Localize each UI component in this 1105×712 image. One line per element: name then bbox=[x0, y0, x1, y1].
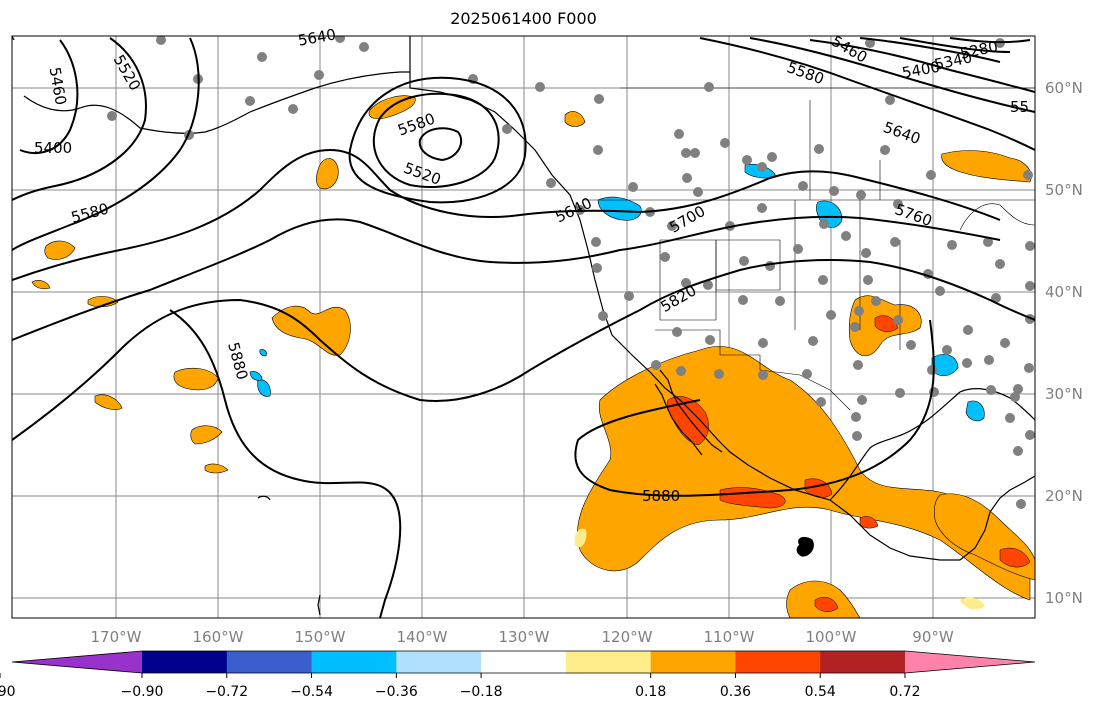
colorbar-segment bbox=[481, 651, 567, 673]
colorbar-segment bbox=[565, 651, 652, 673]
colorbar-extend-high bbox=[905, 651, 1035, 673]
colorbar-tick-label: −0.18 bbox=[460, 684, 503, 700]
colorbar-tick-label: 0.36 bbox=[720, 684, 751, 700]
map-frame bbox=[11, 35, 1036, 619]
lon-label: 170°W bbox=[91, 628, 142, 646]
map-title: 2025061400 F000 bbox=[450, 9, 597, 28]
colorbar-tick-label: 0.18 bbox=[635, 684, 666, 700]
colorbar-tick-label: 0.90 bbox=[0, 684, 16, 700]
lat-label: 30°N bbox=[1045, 385, 1083, 403]
lat-label: 10°N bbox=[1045, 589, 1083, 607]
lon-label: 150°W bbox=[295, 628, 346, 646]
colorbar-segment bbox=[226, 651, 313, 673]
colorbar-segment bbox=[396, 651, 482, 673]
lat-label: 60°N bbox=[1045, 79, 1083, 97]
lon-label: 110°W bbox=[704, 628, 755, 646]
lon-label: 130°W bbox=[499, 628, 550, 646]
colorbar-segment bbox=[735, 651, 821, 673]
contour-label: 55 bbox=[1010, 98, 1029, 116]
lon-label: 100°W bbox=[806, 628, 857, 646]
lon-label: 120°W bbox=[602, 628, 653, 646]
latitude-labels: 60°N 50°N 40°N 30°N 20°N 10°N bbox=[1045, 79, 1083, 607]
colorbar-segment bbox=[311, 651, 397, 673]
height-contours bbox=[12, 36, 1035, 618]
colorbar: −0.90 −0.72 −0.54 −0.36 −0.18 0.18 0.36 0.54 0.7… bbox=[0, 650, 1036, 700]
colorbar-extend-low bbox=[12, 651, 142, 673]
lat-label: 40°N bbox=[1045, 283, 1083, 301]
colorbar-tick-label: 0.54 bbox=[805, 684, 836, 700]
colorbar-tick-label: −0.90 bbox=[121, 684, 164, 700]
contour-label: 5400 bbox=[34, 139, 72, 157]
lon-label: 160°W bbox=[193, 628, 244, 646]
lat-label: 50°N bbox=[1045, 181, 1083, 199]
lon-label: 90°W bbox=[912, 628, 954, 646]
lat-label: 20°N bbox=[1045, 487, 1083, 505]
negative-anomaly-areas bbox=[249, 163, 985, 422]
colorbar-tick-label: 0.72 bbox=[889, 684, 920, 700]
weak-positive-areas bbox=[574, 528, 985, 610]
colorbar-segment bbox=[650, 651, 736, 673]
contour-label: 5880 bbox=[642, 487, 680, 505]
colorbar-tick-label: −0.54 bbox=[290, 684, 333, 700]
colorbar-tick-label: −0.72 bbox=[205, 684, 248, 700]
longitude-labels: 170°W 160°W 150°W 140°W 130°W 120°W 110°… bbox=[91, 628, 954, 646]
colorbar-segment bbox=[142, 651, 228, 673]
lon-label: 140°W bbox=[397, 628, 448, 646]
colorbar-tick-label: −0.36 bbox=[375, 684, 418, 700]
colorbar-segment bbox=[820, 651, 906, 673]
